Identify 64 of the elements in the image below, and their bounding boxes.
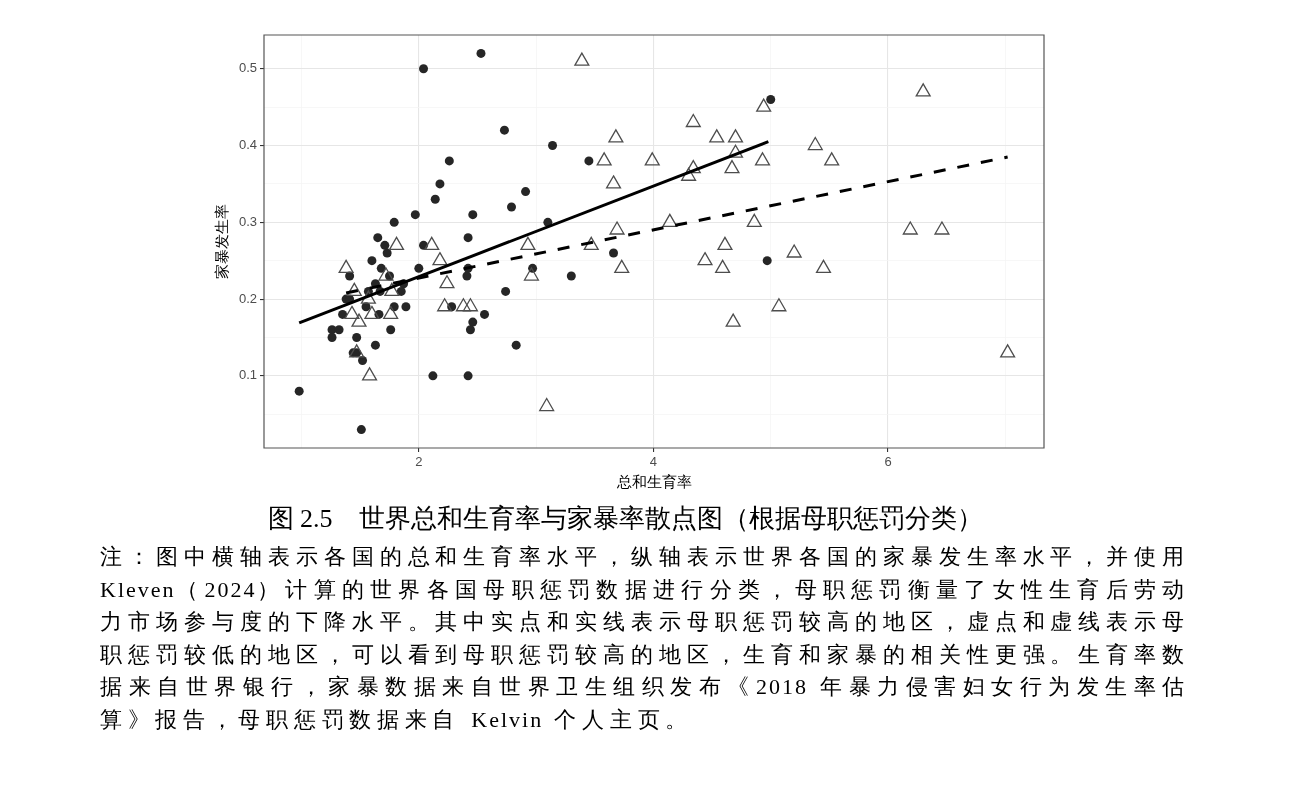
point	[1000, 344, 1016, 358]
point	[605, 175, 622, 189]
point	[934, 221, 950, 235]
point	[824, 152, 840, 166]
point	[727, 144, 744, 158]
x-tick-label: 2	[415, 454, 423, 470]
point	[771, 298, 787, 312]
point	[361, 367, 378, 381]
point	[346, 282, 362, 297]
x-axis-title: 总和生育率	[615, 472, 692, 491]
x-tick-label: 6	[884, 454, 892, 470]
point	[384, 282, 400, 297]
point	[432, 252, 448, 266]
point	[439, 275, 455, 289]
point	[662, 213, 678, 227]
point	[349, 344, 365, 358]
point	[715, 259, 731, 274]
point	[727, 129, 744, 143]
point	[815, 259, 832, 274]
point	[724, 159, 740, 174]
point	[338, 259, 354, 274]
point	[344, 305, 360, 320]
point	[915, 83, 931, 97]
point	[455, 298, 471, 312]
y-axis-title: 家暴发生率	[212, 204, 231, 279]
point	[608, 129, 624, 143]
point	[756, 98, 772, 112]
point	[364, 305, 380, 320]
point	[746, 213, 762, 227]
point	[717, 236, 733, 250]
point	[520, 236, 536, 250]
text: 注：图中横轴表示各国的总和生育率水平，纵轴表示世界各国的家暴发生率水平，并使用Kleven（2024）计算的世界各国母职惩罚数据进行分类，母职惩罚衡量了女性生育后劳动力市场参与度的下降水平。其中实点和实线表示母职惩罚较高的地区，虚点和虚线表示母职惩罚较低的地区，可以看到母职惩罚较高的地区，生育和家暴的相关性更强。生育率数据来自世界银行，家暴数据来自世界卫生组织发布《2018 年暴力侵害妇女行为发生率估算》报告，母职惩罚数据来自 Kelvin 个人主页。	[100, 544, 1190, 732]
point	[725, 313, 741, 327]
point	[609, 221, 625, 235]
point	[574, 52, 590, 66]
point	[614, 259, 630, 274]
point	[383, 305, 399, 320]
point	[596, 152, 612, 166]
y-tick-label: 0.5	[238, 60, 257, 76]
point	[424, 236, 440, 250]
point	[902, 221, 918, 235]
point	[523, 267, 540, 281]
point	[351, 313, 367, 327]
point	[709, 129, 725, 143]
point	[360, 290, 376, 304]
y-tick-label: 0.4	[238, 137, 257, 153]
point	[539, 397, 555, 412]
x-tick-label: 4	[649, 454, 658, 470]
point	[437, 298, 453, 312]
point	[807, 136, 823, 151]
text: 图 2.5 世界总和生育率与家暴率散点图（根据母职惩罚分类）	[266, 503, 984, 535]
point	[786, 244, 802, 258]
y-tick-label: 0.2	[238, 290, 257, 306]
point	[681, 167, 697, 181]
point	[697, 252, 713, 266]
y-tick-label: 0.1	[238, 367, 257, 383]
point	[462, 298, 479, 312]
point	[754, 152, 771, 166]
point	[388, 236, 405, 250]
y-tick-label: 0.3	[238, 213, 257, 229]
point	[378, 267, 394, 281]
point	[583, 236, 599, 250]
point	[644, 152, 660, 166]
point	[685, 113, 701, 128]
